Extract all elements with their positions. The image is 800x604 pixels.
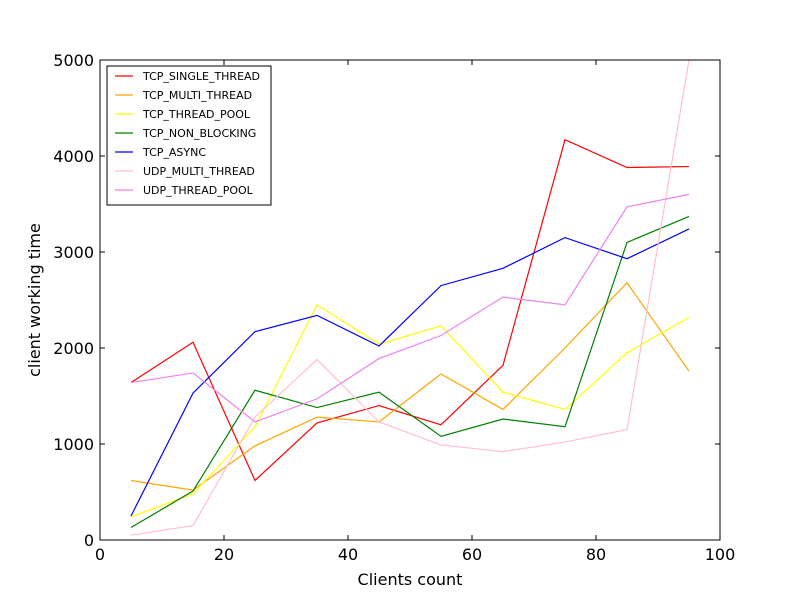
x-tick-label: 60	[462, 545, 482, 564]
x-axis-label: Clients count	[358, 570, 463, 589]
legend-entry: TCP_NON_BLOCKING	[142, 127, 256, 140]
series-line-tcp-single-thread	[130, 138, 690, 482]
y-tick-label: 2000	[53, 339, 94, 358]
x-tick-label: 20	[214, 545, 234, 564]
y-tick-label: 5000	[53, 51, 94, 70]
y-tick-label: 1000	[53, 435, 94, 454]
legend: TCP_SINGLE_THREAD TCP_MULTI_THREAD TCP_THR…	[106, 65, 272, 206]
plot-frame	[99, 59, 721, 541]
legend-entry: TCP_SINGLE_THREAD	[142, 70, 260, 83]
legend-entry: TCP_MULTI_THREAD	[142, 89, 252, 102]
series-line-tcp-thread-pool	[130, 303, 690, 518]
y-tick-label: 3000	[53, 243, 94, 262]
y-tick-label: 0	[84, 531, 94, 550]
y-tick-label: 4000	[53, 147, 94, 166]
x-tick-label: 0	[95, 545, 105, 564]
series-line-tcp-async	[130, 228, 690, 517]
series-line-udp-multi-thread	[130, 59, 690, 536]
x-tick-label: 80	[586, 545, 606, 564]
legend-entry: TCP_ASYNC	[142, 146, 206, 159]
series-line-tcp-non-blocking	[130, 215, 690, 529]
series-line-udp-thread-pool	[130, 193, 690, 423]
series-layer	[130, 59, 690, 536]
x-tick-label: 40	[338, 545, 358, 564]
legend-box	[106, 65, 272, 206]
legend-entry: UDP_MULTI_THREAD	[143, 165, 255, 178]
x-tick-label: 100	[705, 545, 736, 564]
y-axis-label: client working time	[25, 223, 44, 377]
legend-entry: TCP_THREAD_POOL	[142, 108, 251, 121]
series-line-tcp-multi-thread	[130, 281, 690, 491]
legend-entry: UDP_THREAD_POOL	[143, 184, 254, 197]
